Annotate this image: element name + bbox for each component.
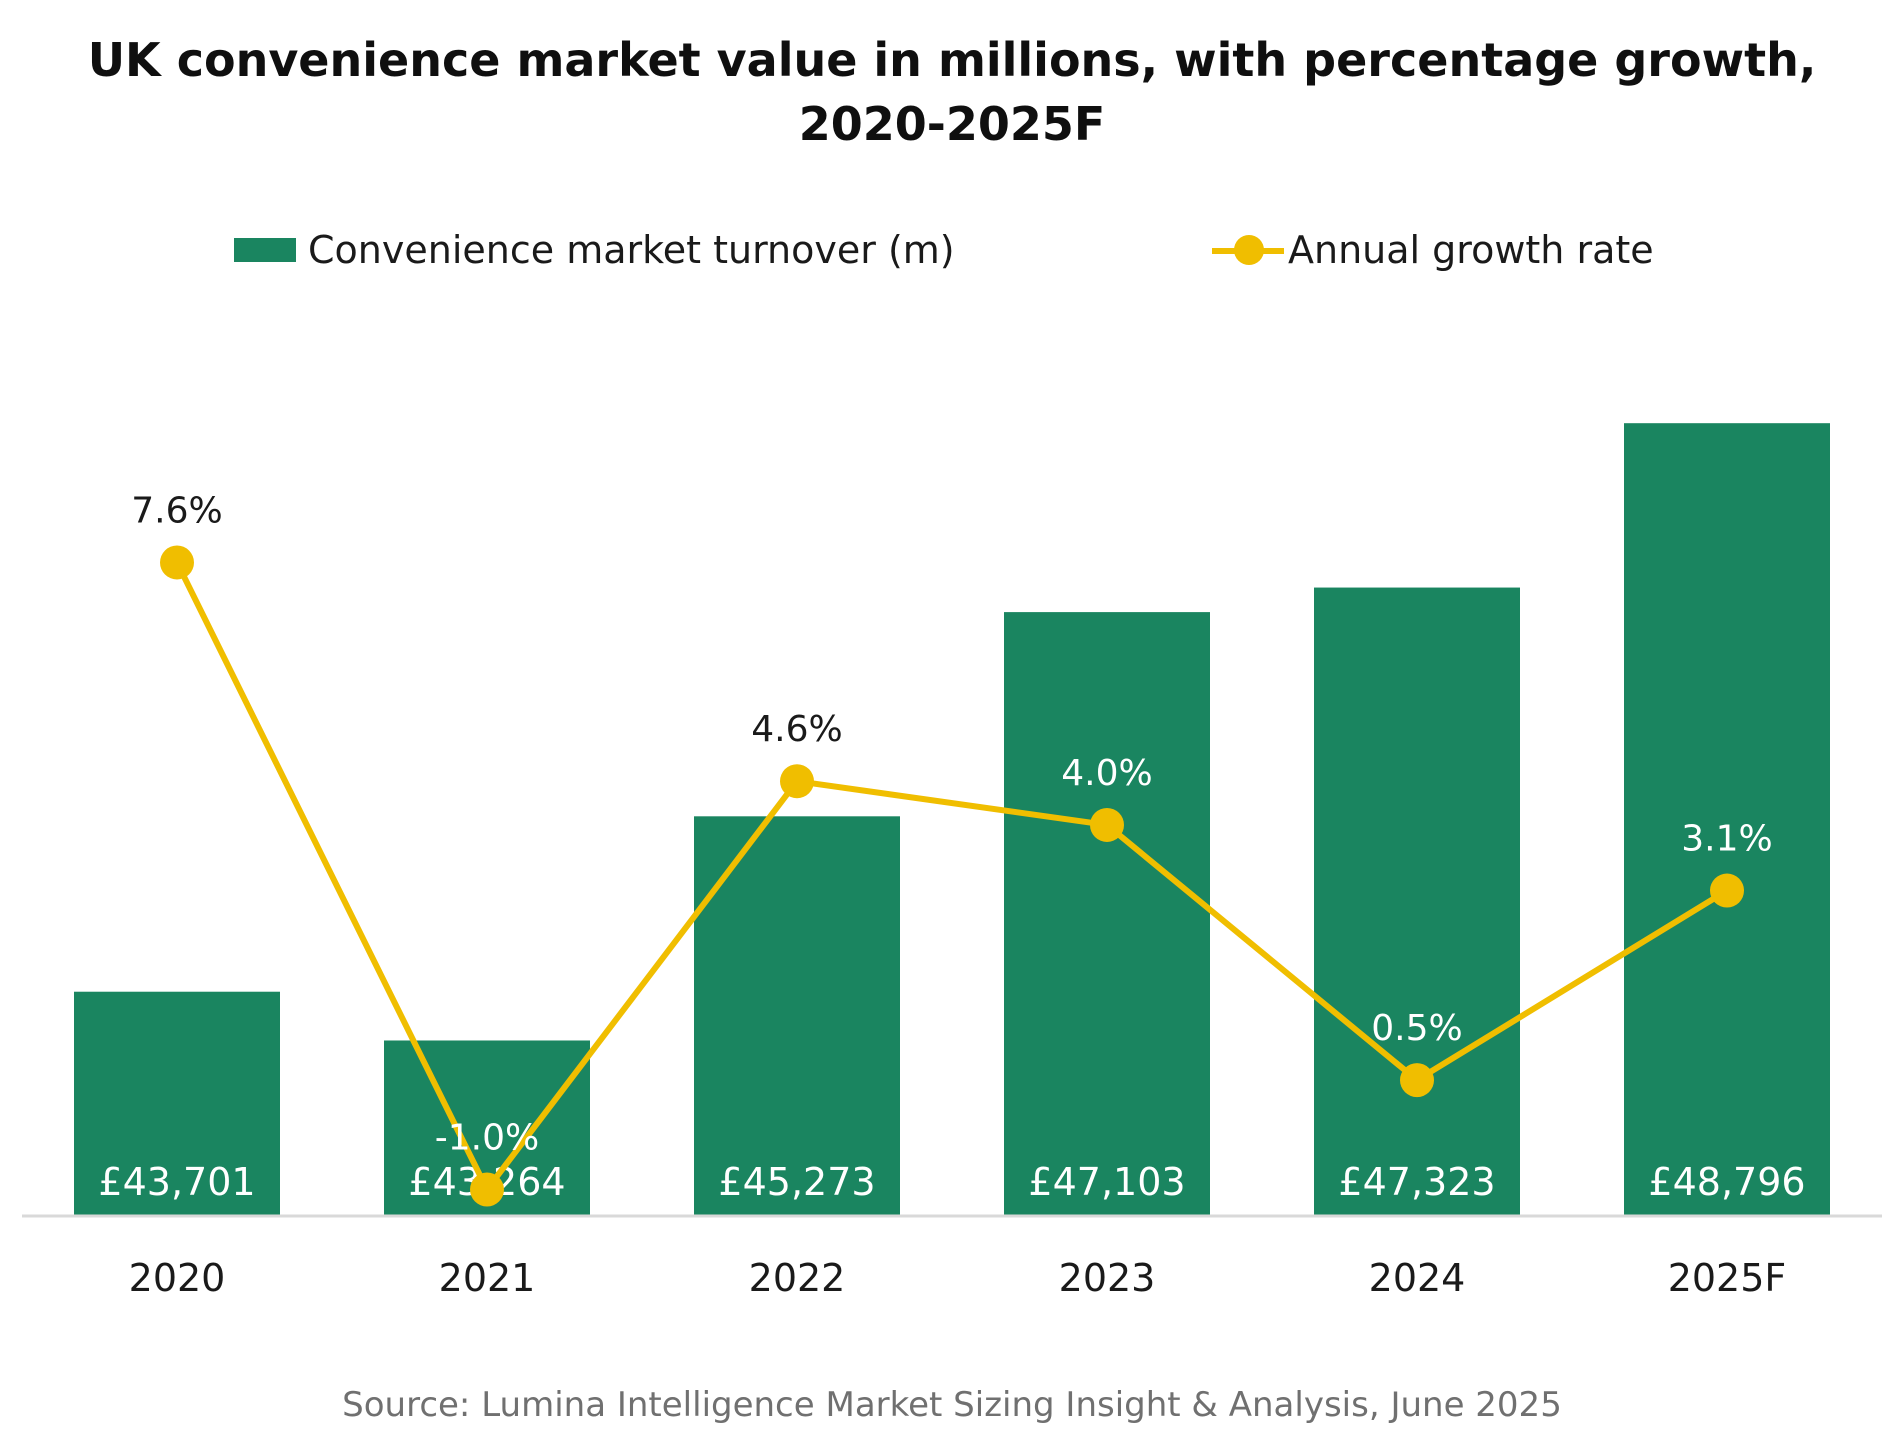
growth-point-2023 xyxy=(1090,807,1124,842)
bar-value-label: £47,323 xyxy=(1338,1160,1495,1204)
x-tick-label: 2023 xyxy=(1059,1256,1156,1300)
chart-title-line-1: UK convenience market value in millions,… xyxy=(87,33,1817,87)
x-tick-label: 2022 xyxy=(749,1256,846,1300)
bar-2022 xyxy=(694,816,900,1215)
legend-item-growth: Annual growth rate xyxy=(1212,222,1654,278)
bar-value-label: £43,701 xyxy=(98,1160,255,1204)
x-tick-label: 2025F xyxy=(1668,1256,1787,1300)
growth-value-label: 3.1% xyxy=(1681,819,1772,860)
x-tick-label: 2020 xyxy=(129,1256,226,1300)
bar-value-label: £47,103 xyxy=(1028,1160,1185,1204)
growth-line xyxy=(174,561,1729,1193)
growth-value-label: 4.0% xyxy=(1061,753,1152,794)
bar-2023 xyxy=(1004,612,1210,1215)
bar-2020 xyxy=(74,991,280,1215)
growth-point-2024 xyxy=(1400,1063,1434,1098)
x-tick-label: 2021 xyxy=(439,1256,536,1300)
bar-value-label: £45,273 xyxy=(718,1160,875,1204)
growth-point-2020 xyxy=(160,545,194,580)
growth-value-label: 0.5% xyxy=(1371,1008,1462,1049)
growth-point-2025F xyxy=(1710,873,1744,908)
legend-label-turnover: Convenience market turnover (m) xyxy=(308,228,955,272)
bar-2024 xyxy=(1314,587,1520,1215)
legend-swatch-bar xyxy=(234,238,296,262)
chart-title-line-2: 2020-2025F xyxy=(798,97,1106,151)
bar-2025F xyxy=(1624,423,1830,1215)
legend-label-growth: Annual growth rate xyxy=(1288,228,1654,272)
growth-value-label: 7.6% xyxy=(131,490,222,531)
chart-title: UK convenience market value in millions,… xyxy=(0,28,1904,156)
growth-value-label: 4.6% xyxy=(751,709,842,750)
legend: Convenience market turnover (m) Annual g… xyxy=(0,222,1904,278)
legend-swatch-line xyxy=(1212,230,1284,270)
legend-item-turnover: Convenience market turnover (m) xyxy=(234,222,955,278)
x-tick-label: 2024 xyxy=(1369,1256,1466,1300)
bar-value-label: £48,796 xyxy=(1648,1160,1805,1204)
growth-value-label: -1.0% xyxy=(435,1117,539,1158)
growth-point-2022 xyxy=(780,764,814,799)
source-note: Source: Lumina Intelligence Market Sizin… xyxy=(342,1385,1562,1425)
chart-plot: £43,701£43,264£45,273£47,103£47,323£48,7… xyxy=(22,423,1882,1300)
growth-point-2021 xyxy=(470,1172,504,1207)
